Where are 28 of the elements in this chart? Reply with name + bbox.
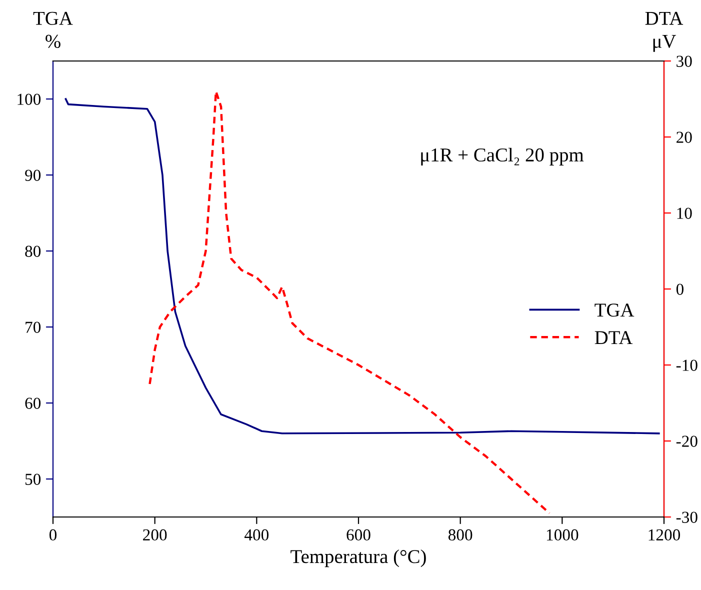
- y-axis-title: TGA %: [33, 12, 73, 48]
- x-tick-label: 800: [448, 529, 472, 541]
- y-tick-label: 70: [26, 322, 41, 333]
- y2-tick-label: -30: [676, 512, 698, 523]
- y2-tick-label: 0: [676, 284, 684, 295]
- line-series: [148, 90, 551, 514]
- legend-label: TGA: [594, 304, 634, 317]
- x-tick-label: 200: [143, 529, 167, 541]
- y-tick-label: 50: [25, 474, 41, 485]
- y2-tick-label: -10: [676, 360, 698, 371]
- y-tick-label: 90: [25, 170, 41, 181]
- y-tick-label: 100: [18, 94, 41, 105]
- line-series: [64, 98, 660, 434]
- y-tick-label: 60: [25, 398, 41, 409]
- x-tick-label: 400: [244, 529, 269, 541]
- x-tick-label: 0: [49, 529, 57, 541]
- legend-label: DTA: [594, 331, 633, 344]
- x-axis-title: Temperatura (°C): [290, 549, 426, 568]
- y2-tick-label: -20: [676, 436, 698, 447]
- y2-tick-label: 10: [677, 208, 692, 219]
- y2-axis-title: DTA μV: [645, 12, 684, 52]
- x-tick-label: 1200: [648, 529, 680, 541]
- x-tick-label: 1000: [546, 529, 578, 541]
- y-tick-label: 80: [25, 246, 41, 257]
- annotation: μ1R + CaCl₂ 20 ppm: [421, 148, 584, 166]
- y2-tick-label: 20: [676, 132, 692, 143]
- x-tick-label: 600: [346, 529, 370, 541]
- y2-tick-label: 30: [676, 56, 692, 67]
